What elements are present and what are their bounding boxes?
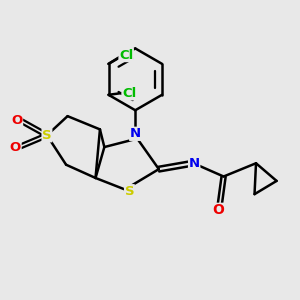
Text: O: O (10, 141, 21, 154)
Text: S: S (42, 129, 52, 142)
Text: Cl: Cl (119, 49, 133, 62)
Text: Cl: Cl (122, 87, 136, 100)
Text: O: O (11, 114, 22, 127)
Text: S: S (124, 185, 134, 198)
Text: O: O (212, 203, 224, 218)
Text: N: N (189, 157, 200, 170)
Text: N: N (130, 127, 141, 140)
